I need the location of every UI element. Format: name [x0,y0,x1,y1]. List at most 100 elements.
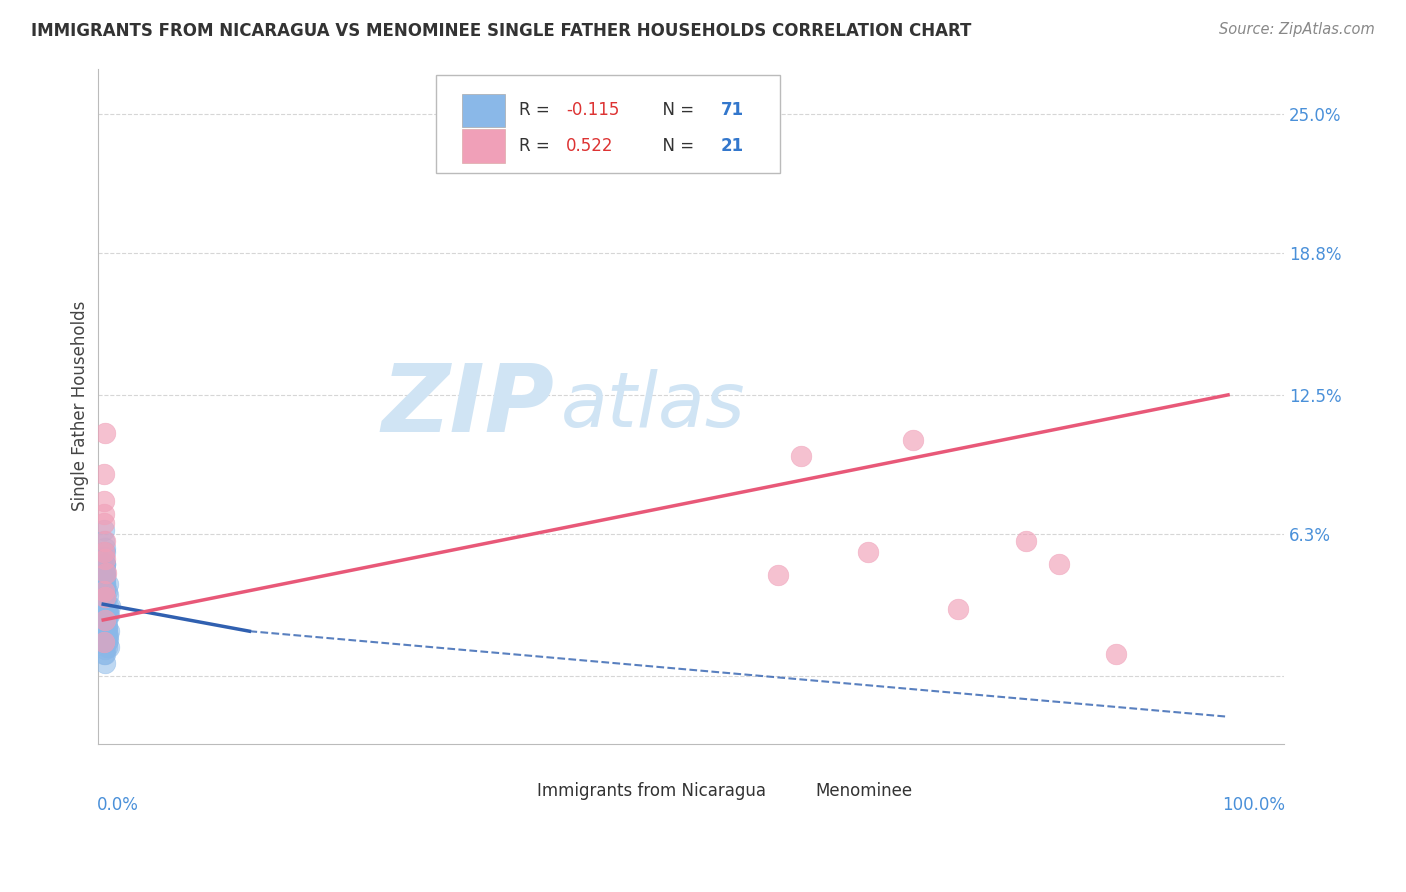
Point [93,507,115,521]
Point [97,640,120,654]
Point [94,557,117,571]
FancyBboxPatch shape [489,780,530,803]
Point [93,561,115,575]
Text: Immigrants from Nicaragua: Immigrants from Nicaragua [537,782,766,800]
Text: 21: 21 [721,137,744,155]
Point [1104,647,1126,661]
Point [97,599,120,614]
Point [93,534,115,549]
Y-axis label: Single Father Households: Single Father Households [72,301,89,511]
Text: R =: R = [519,137,555,155]
Point [94,595,117,609]
Point [94,573,117,587]
Point [94,577,117,591]
Point [96,635,118,649]
Point [94,656,117,670]
Point [96,601,118,615]
Text: 0.0%: 0.0% [97,796,138,814]
Point [1014,534,1036,549]
Point [94,595,117,609]
Point [93,613,115,627]
Point [93,615,115,630]
Point [94,577,117,591]
Point [94,629,117,643]
Point [94,591,117,605]
Point [93,583,115,598]
Point [94,588,117,602]
Text: IMMIGRANTS FROM NICARAGUA VS MENOMINEE SINGLE FATHER HOUSEHOLDS CORRELATION CHAR: IMMIGRANTS FROM NICARAGUA VS MENOMINEE S… [31,22,972,40]
FancyBboxPatch shape [463,94,505,128]
Point [94,647,117,661]
Point [96,620,118,634]
Point [94,642,117,657]
Point [94,426,117,441]
Point [94,564,117,578]
Point [94,557,117,571]
Point [97,633,120,648]
Point [93,647,115,661]
Point [93,516,115,531]
Point [94,613,117,627]
Text: Menominee: Menominee [815,782,912,800]
FancyBboxPatch shape [463,129,505,163]
Point [94,629,117,643]
Point [93,545,115,559]
Point [93,545,115,559]
Point [96,613,118,627]
Point [94,568,117,582]
Text: N =: N = [652,137,699,155]
Point [94,566,117,580]
Point [93,579,115,593]
Point [93,523,115,537]
Point [93,588,115,602]
Point [94,592,117,607]
Point [94,599,117,614]
Point [94,613,117,627]
Text: 71: 71 [721,102,744,120]
Point [93,601,115,615]
Point [94,552,117,566]
Point [96,640,118,654]
Point [94,592,117,607]
Point [96,629,118,643]
Point [94,579,117,593]
Point [97,629,120,643]
Point [96,624,118,639]
Point [94,608,117,623]
Point [94,557,117,571]
Point [94,583,117,598]
Point [97,608,120,623]
Text: ZIP: ZIP [381,360,554,452]
Point [94,568,117,582]
Point [93,534,115,549]
Point [93,570,115,584]
Text: 100.0%: 100.0% [1222,796,1285,814]
Point [94,570,117,584]
Point [93,601,115,615]
Point [94,599,117,614]
Point [93,467,115,481]
FancyBboxPatch shape [768,780,810,803]
Point [97,608,120,623]
Point [94,566,117,580]
Text: R =: R = [519,102,555,120]
Point [96,620,118,634]
Point [94,592,117,607]
Point [93,613,115,627]
Point [1047,557,1070,571]
Point [766,568,789,582]
Point [93,583,115,598]
Point [93,582,115,596]
Point [789,449,811,463]
Text: -0.115: -0.115 [567,102,620,120]
Point [93,549,115,564]
Point [96,583,118,598]
Point [97,588,120,602]
Text: 0.522: 0.522 [567,137,614,155]
Point [901,433,924,447]
Point [93,620,115,634]
Point [946,601,969,615]
Text: Source: ZipAtlas.com: Source: ZipAtlas.com [1219,22,1375,37]
Point [97,606,120,620]
Point [94,545,117,559]
